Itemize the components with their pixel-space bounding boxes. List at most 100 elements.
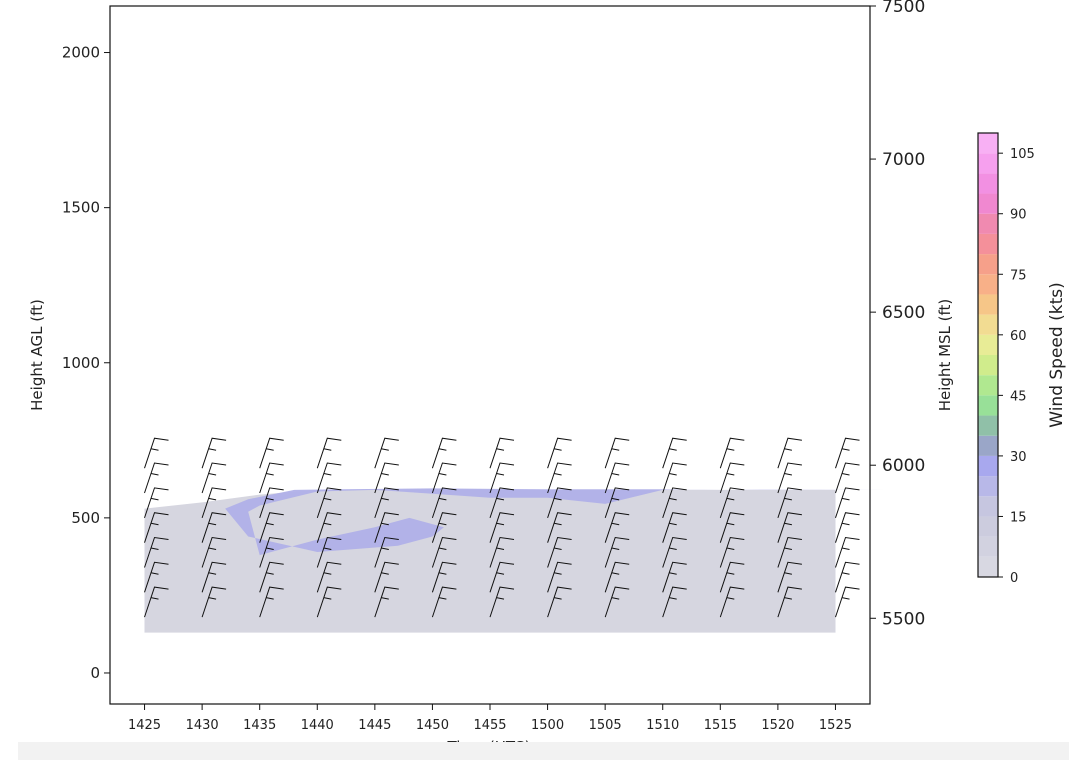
footer-band <box>18 742 1069 760</box>
x-tick-label: 1520 <box>761 718 794 733</box>
y-left-tick-label: 1000 <box>62 354 100 372</box>
y-right-tick-label: 7000 <box>882 150 925 170</box>
wind-barb <box>431 437 457 469</box>
wind-barb <box>144 462 169 494</box>
wind-barb <box>719 586 745 618</box>
colorbar: 0 15 30 45 60 75 90 105 <box>977 132 1035 586</box>
x-tick-label: 1440 <box>301 718 334 733</box>
wind-barb <box>719 512 745 543</box>
wind-barb <box>489 462 515 494</box>
wind-barb <box>144 487 169 519</box>
wind-barb <box>719 462 745 494</box>
colorbar-segment <box>978 153 998 174</box>
x-tick-label: 1510 <box>646 718 679 733</box>
wind-barb <box>144 536 169 568</box>
x-tick-label: 1445 <box>358 718 391 733</box>
wind-barb <box>604 487 630 519</box>
colorbar-label: Wind Speed (kts) <box>1047 282 1067 427</box>
wind-barb <box>431 536 457 568</box>
colorbar-tick-label: 45 <box>1010 389 1027 404</box>
colorbar-segment <box>978 395 998 416</box>
y-right-tick-label: 7500 <box>882 0 925 17</box>
wind-barb <box>374 487 399 519</box>
wind-barb <box>316 487 342 519</box>
wind-barb <box>316 437 342 469</box>
wind-barb <box>835 586 860 618</box>
wind-barb <box>547 561 572 593</box>
colorbar-segment <box>978 556 998 577</box>
wind-barb <box>719 487 745 519</box>
wind-barb <box>489 561 515 593</box>
wind-barb <box>259 536 284 568</box>
wind-barb <box>662 437 687 469</box>
wind-barb <box>259 462 284 494</box>
colorbar-segment <box>978 254 998 275</box>
wind-barb <box>374 462 399 494</box>
y-axis-right-label: Height MSL (ft) <box>936 299 954 412</box>
wind-barb <box>777 586 802 618</box>
wind-barb <box>259 586 284 618</box>
wind-barb <box>431 462 457 494</box>
colorbar-segment <box>978 455 998 477</box>
wind-barb <box>547 512 572 543</box>
wind-barb <box>144 512 169 543</box>
wind-barb <box>547 437 572 469</box>
colorbar-segment <box>978 536 998 557</box>
colorbar-segment <box>978 355 998 376</box>
wind-barb <box>662 462 687 494</box>
x-tick-label: 1500 <box>531 718 564 733</box>
colorbar-tick-label: 60 <box>1010 329 1027 344</box>
colorbar-segment <box>978 173 998 194</box>
wind-barb <box>604 437 630 469</box>
wind-barb <box>835 462 860 494</box>
y-axis-left: 0 500 1000 1500 2000 <box>62 44 110 682</box>
colorbar-segment <box>978 476 998 497</box>
colorbar-tick-label: 105 <box>1010 147 1035 162</box>
wind-barb <box>374 437 399 469</box>
wind-barb <box>547 536 572 568</box>
wind-barb <box>201 437 227 469</box>
x-tick-label: 1435 <box>243 718 276 733</box>
wind-barb <box>777 512 802 543</box>
colorbar-tick-label: 90 <box>1010 208 1027 223</box>
colorbar-tick-label: 0 <box>1010 571 1018 586</box>
wind-barb <box>662 512 687 543</box>
wind-barb <box>201 561 227 593</box>
y-right-tick-label: 5500 <box>882 609 925 629</box>
wind-barb <box>144 561 169 593</box>
wind-barb <box>431 561 457 593</box>
y-left-tick-label: 2000 <box>62 44 100 62</box>
wind-barb <box>489 586 515 618</box>
colorbar-segment <box>978 213 998 234</box>
wind-barb <box>374 512 399 543</box>
colorbar-segment <box>978 375 998 396</box>
wind-barb <box>431 487 457 519</box>
wind-barb <box>777 462 802 494</box>
wind-barb <box>316 462 342 494</box>
wind-barb <box>201 586 227 618</box>
y-left-tick-label: 0 <box>90 664 100 682</box>
wind-barb <box>144 437 169 469</box>
wind-barb <box>719 536 745 568</box>
y-left-tick-label: 1500 <box>62 199 100 217</box>
wind-barb <box>662 561 687 593</box>
wind-barb <box>259 487 284 519</box>
wind-barb <box>431 512 457 543</box>
wind-barb <box>259 561 284 593</box>
wind-barb <box>835 437 860 469</box>
wind-barb <box>835 561 860 593</box>
x-tick-label: 1425 <box>128 718 161 733</box>
wind-barb <box>719 561 745 593</box>
wind-barb <box>431 586 457 618</box>
contour-region-0-10 <box>144 489 836 633</box>
x-axis: 1425 1430 1435 1440 1445 1450 1455 1500 1505 1510… <box>128 704 852 733</box>
wind-barb <box>201 512 227 543</box>
y-right-tick-label: 6500 <box>882 303 925 323</box>
wind-barb <box>835 487 860 519</box>
wind-barb <box>547 487 572 519</box>
wind-barb <box>777 487 802 519</box>
x-tick-label: 1450 <box>416 718 449 733</box>
wind-barb <box>662 586 687 618</box>
wind-barb <box>374 586 399 618</box>
x-tick-label: 1525 <box>819 718 852 733</box>
